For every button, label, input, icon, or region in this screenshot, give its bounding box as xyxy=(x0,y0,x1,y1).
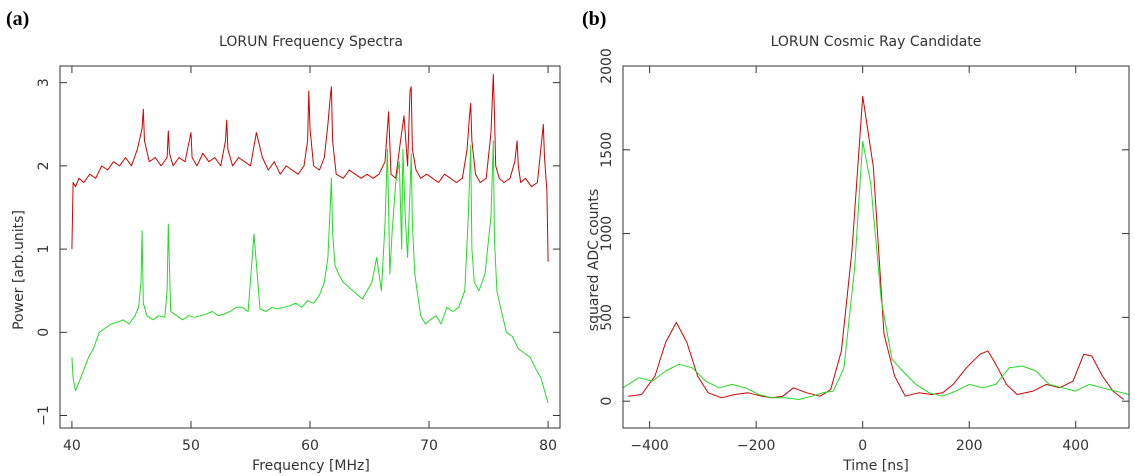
chart-title-a: LORUN Frequency Spectra xyxy=(219,34,403,50)
panel-label-a: (a) xyxy=(6,8,29,30)
y-tick-label-b: 0 xyxy=(599,397,615,406)
plot-frame-a xyxy=(59,65,561,429)
x-tick-label-a: 70 xyxy=(420,438,438,454)
x-tick-label-a: 80 xyxy=(539,438,557,454)
y-tick-label-b: 2000 xyxy=(599,48,615,84)
panel-a-frequency-spectra: (a) LORUN Frequency Spectra Frequency [M… xyxy=(6,8,561,474)
y-tick-label-a: −1 xyxy=(36,405,52,426)
y-tick-label-b: 500 xyxy=(599,304,615,331)
series-line-b-1 xyxy=(622,140,1130,400)
series-line-a-1 xyxy=(71,140,549,404)
x-tick-label-a: 50 xyxy=(182,438,200,454)
y-tick-label-a: 3 xyxy=(36,78,52,87)
x-tick-label-b: 0 xyxy=(858,438,867,454)
axis-ticks-b: −400 −200 0 200 400 0 500 1000 1500 2000 xyxy=(599,48,1129,454)
x-axis-label-b: Time [ns] xyxy=(842,458,909,474)
y-axis-label-b: squared ADC counts xyxy=(586,189,602,331)
y-tick-label-a: 2 xyxy=(36,161,52,170)
series-line-b-0 xyxy=(628,95,1125,400)
x-axis-label-a: Frequency [MHz] xyxy=(252,458,370,474)
series-group-b xyxy=(622,95,1130,400)
x-tick-label-b: −200 xyxy=(737,438,775,454)
chart-title-b: LORUN Cosmic Ray Candidate xyxy=(771,34,982,50)
y-tick-label-b: 1500 xyxy=(599,132,615,168)
plot-frame-b xyxy=(622,65,1130,429)
series-group-a xyxy=(71,73,549,404)
x-tick-label-b: 400 xyxy=(1062,438,1089,454)
y-axis-label-a: Power [arb.units] xyxy=(11,210,27,330)
y-tick-label-b: 1000 xyxy=(599,216,615,252)
axis-ticks-a: 40 50 60 70 80 −1 0 1 2 3 xyxy=(36,66,560,454)
x-tick-label-a: 60 xyxy=(301,438,319,454)
series-line-a-0 xyxy=(71,73,549,262)
x-tick-label-b: −400 xyxy=(630,438,668,454)
y-tick-label-a: 0 xyxy=(36,328,52,337)
y-tick-label-a: 1 xyxy=(36,245,52,254)
x-tick-label-b: 200 xyxy=(956,438,983,454)
x-tick-label-a: 40 xyxy=(63,438,81,454)
panel-label-b: (b) xyxy=(582,8,606,30)
panel-b-cosmic-ray-candidate: (b) LORUN Cosmic Ray Candidate Time [ns]… xyxy=(582,8,1130,474)
